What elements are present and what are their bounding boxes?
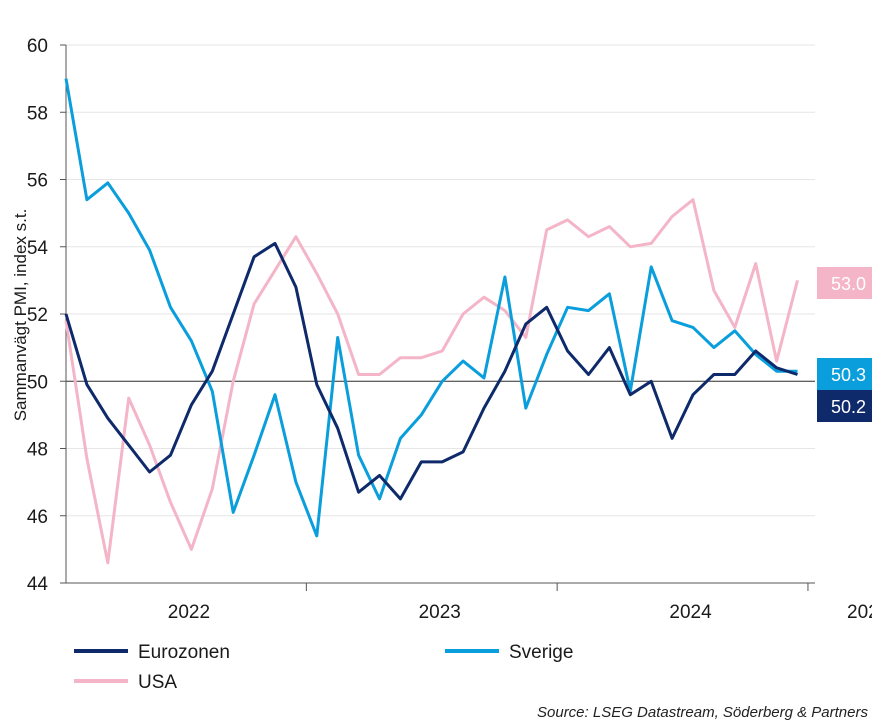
y-tick-label: 54 — [27, 238, 49, 259]
end-labels: 50.2 50.3 53.0 — [817, 267, 872, 422]
pmi-line-chart: 44 46 48 50 52 54 56 58 60 2022 2023 2024 2025 Samma… — [11, 36, 872, 693]
x-tick-label: 2025 — [847, 602, 872, 623]
gridlines — [66, 44, 815, 584]
legend-label: Eurozonen — [138, 642, 230, 663]
end-label-sverige: 50.3 — [817, 358, 872, 390]
series-lines — [64, 78, 799, 565]
series-line-usa — [64, 198, 799, 565]
y-tick-label: 52 — [27, 305, 48, 326]
end-label-box — [817, 267, 872, 299]
end-label-value: 50.3 — [831, 365, 866, 385]
end-label-usa: 53.0 — [817, 267, 872, 299]
x-tick-label: 2023 — [419, 602, 461, 623]
end-label-value: 50.2 — [831, 397, 866, 417]
legend-item-eurozonen: Eurozonen — [74, 642, 230, 663]
y-tick-label: 46 — [27, 507, 48, 528]
y-tick-label: 50 — [27, 372, 48, 393]
y-tick-label: 48 — [27, 440, 48, 461]
y-tick-label: 56 — [27, 171, 48, 192]
end-label-eurozonen: 50.2 — [817, 390, 872, 422]
y-tick-label: 60 — [27, 36, 48, 57]
y-tick-label: 58 — [27, 103, 48, 124]
end-label-value: 53.0 — [831, 274, 866, 294]
legend-item-sverige: Sverige — [445, 642, 573, 663]
source-note: Source: LSEG Datastream, Söderberg & Par… — [537, 704, 868, 721]
series-line-eurozonen — [64, 241, 798, 501]
y-axis-label: Sammanvägt PMI, index s.t. — [11, 209, 30, 422]
end-label-box — [817, 358, 872, 390]
tick-labels: 44 46 48 50 52 54 56 58 60 2022 2023 2024 2025 — [27, 36, 872, 623]
legend-item-usa: USA — [74, 672, 177, 693]
x-tick-label: 2022 — [168, 602, 210, 623]
y-tick-label: 44 — [27, 574, 49, 595]
legend: Eurozonen Sverige USA — [74, 642, 573, 693]
legend-label: Sverige — [509, 642, 573, 663]
x-tick-label: 2024 — [669, 602, 712, 623]
end-label-box — [817, 390, 872, 422]
series-line-sverige — [64, 78, 798, 538]
legend-label: USA — [138, 672, 177, 693]
